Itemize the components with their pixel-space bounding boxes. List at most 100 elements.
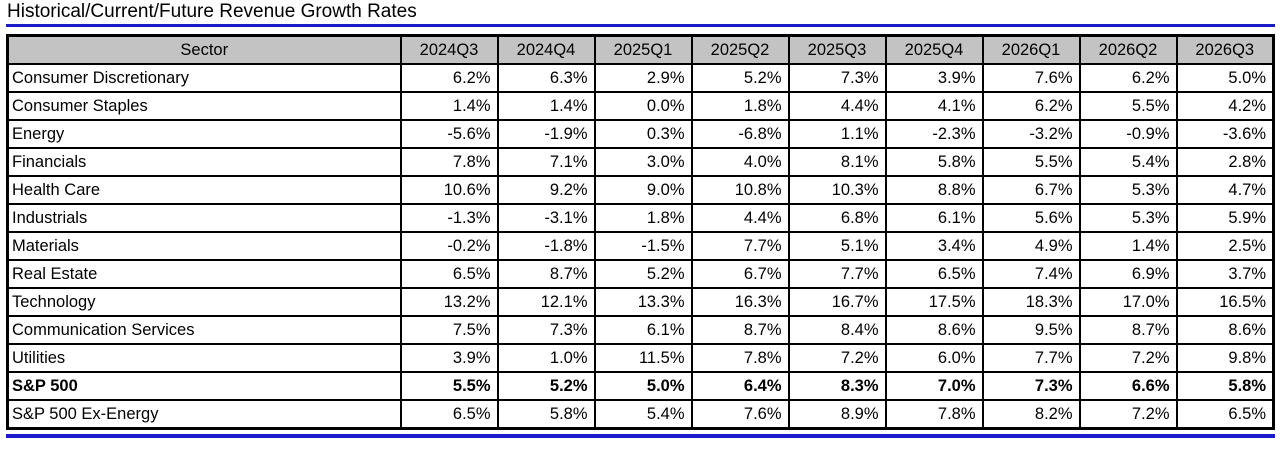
growth-value: -1.3% <box>399 203 499 233</box>
growth-value: 7.6% <box>690 399 790 430</box>
growth-value: 8.2% <box>981 399 1081 430</box>
growth-value: 1.8% <box>690 91 790 121</box>
growth-value: 5.3% <box>1078 203 1178 233</box>
growth-value: 2.8% <box>1175 147 1275 177</box>
sector-label: Real Estate <box>6 259 402 289</box>
growth-value: 11.5% <box>593 343 693 373</box>
growth-value: 18.3% <box>981 287 1081 317</box>
growth-value: 4.9% <box>981 231 1081 261</box>
growth-value: 5.8% <box>884 147 984 177</box>
column-header-2026q3: 2026Q3 <box>1175 34 1275 65</box>
sector-label: Utilities <box>6 343 402 373</box>
table-row: Financials 7.8% 7.1% 3.0% 4.0% 8.1% 5.8% 5.5% 5.… <box>6 147 1275 177</box>
growth-value: 6.3% <box>496 63 596 93</box>
growth-value: 5.0% <box>1175 63 1275 93</box>
growth-value: 7.8% <box>399 147 499 177</box>
growth-value: 5.8% <box>1175 371 1275 401</box>
growth-value: 13.3% <box>593 287 693 317</box>
growth-value: 1.8% <box>593 203 693 233</box>
growth-value: 6.0% <box>884 343 984 373</box>
growth-value: 8.9% <box>787 399 887 430</box>
growth-value: 2.9% <box>593 63 693 93</box>
growth-value: 4.4% <box>690 203 790 233</box>
sector-label: Consumer Staples <box>6 91 402 121</box>
growth-value: 1.1% <box>787 119 887 149</box>
growth-value: 1.4% <box>496 91 596 121</box>
growth-value: 7.4% <box>981 259 1081 289</box>
growth-value: 3.9% <box>399 343 499 373</box>
growth-value: 5.3% <box>1078 175 1178 205</box>
growth-value: 12.1% <box>496 287 596 317</box>
growth-value: 6.9% <box>1078 259 1178 289</box>
growth-value: 6.1% <box>593 315 693 345</box>
sector-label: Consumer Discretionary <box>6 63 402 93</box>
column-header-2026q1: 2026Q1 <box>981 34 1081 65</box>
growth-value: 7.3% <box>496 315 596 345</box>
growth-value: -6.8% <box>690 119 790 149</box>
growth-value: 16.7% <box>787 287 887 317</box>
column-header-2025q2: 2025Q2 <box>690 34 790 65</box>
growth-value: 5.8% <box>496 399 596 430</box>
growth-value: 4.2% <box>1175 91 1275 121</box>
growth-value: 7.7% <box>787 259 887 289</box>
growth-value: 3.0% <box>593 147 693 177</box>
growth-value: 4.1% <box>884 91 984 121</box>
page: Historical/Current/Future Revenue Growth… <box>6 1 1275 438</box>
growth-value: 5.2% <box>593 259 693 289</box>
growth-value: 7.2% <box>1078 399 1178 430</box>
growth-value: 5.0% <box>593 371 693 401</box>
growth-value: -3.2% <box>981 119 1081 149</box>
table-row: S&P 500 Ex-Energy 6.5% 5.8% 5.4% 7.6% 8.9% 7.8… <box>6 399 1275 430</box>
growth-value: 8.6% <box>1175 315 1275 345</box>
table-body: Consumer Discretionary 6.2% 6.3% 2.9% 5.2% 7.… <box>6 63 1275 430</box>
sector-label: Materials <box>6 231 402 261</box>
column-header-sector: Sector <box>6 34 402 65</box>
sector-label: S&P 500 Ex-Energy <box>6 399 402 430</box>
growth-value: 10.8% <box>690 175 790 205</box>
growth-value: 5.4% <box>593 399 693 430</box>
growth-value: 8.6% <box>884 315 984 345</box>
growth-value: 6.5% <box>884 259 984 289</box>
growth-value: 4.0% <box>690 147 790 177</box>
growth-value: 6.5% <box>399 259 499 289</box>
growth-value: -1.8% <box>496 231 596 261</box>
table-row: Health Care 10.6% 9.2% 9.0% 10.8% 10.3% 8.8% 6.… <box>6 175 1275 205</box>
table-row: Industrials -1.3% -3.1% 1.8% 4.4% 6.8% 6.1% 5.6… <box>6 203 1275 233</box>
growth-value: 8.8% <box>884 175 984 205</box>
growth-value: 6.2% <box>1078 63 1178 93</box>
growth-value: 6.2% <box>399 63 499 93</box>
growth-value: 5.1% <box>787 231 887 261</box>
table-row: Consumer Staples 1.4% 1.4% 0.0% 1.8% 4.4% 4.1%… <box>6 91 1275 121</box>
growth-value: 6.5% <box>399 399 499 430</box>
sector-label: Communication Services <box>6 315 402 345</box>
sector-label: Energy <box>6 119 402 149</box>
growth-value: 5.2% <box>690 63 790 93</box>
growth-value: 13.2% <box>399 287 499 317</box>
table-row: Technology 13.2% 12.1% 13.3% 16.3% 16.7% 17.5%… <box>6 287 1275 317</box>
growth-value: -0.2% <box>399 231 499 261</box>
growth-value: 7.7% <box>690 231 790 261</box>
growth-value: 8.3% <box>787 371 887 401</box>
growth-value: 17.0% <box>1078 287 1178 317</box>
growth-value: 5.6% <box>981 203 1081 233</box>
growth-value: -3.1% <box>496 203 596 233</box>
table-row: Consumer Discretionary 6.2% 6.3% 2.9% 5.2% 7.… <box>6 63 1275 93</box>
growth-value: 16.5% <box>1175 287 1275 317</box>
growth-value: 10.6% <box>399 175 499 205</box>
growth-value: 3.4% <box>884 231 984 261</box>
growth-value: 6.1% <box>884 203 984 233</box>
growth-value: 9.5% <box>981 315 1081 345</box>
table-row: Utilities 3.9% 1.0% 11.5% 7.8% 7.2% 6.0% 7.7% 7.… <box>6 343 1275 373</box>
column-header-2026q2: 2026Q2 <box>1078 34 1178 65</box>
growth-value: -0.9% <box>1078 119 1178 149</box>
growth-value: 7.6% <box>981 63 1081 93</box>
growth-value: 7.1% <box>496 147 596 177</box>
bottom-border-rule <box>6 434 1275 438</box>
growth-value: 16.3% <box>690 287 790 317</box>
growth-value: 1.4% <box>399 91 499 121</box>
growth-value: -1.5% <box>593 231 693 261</box>
column-header-2025q4: 2025Q4 <box>884 34 984 65</box>
sector-label: S&P 500 <box>6 371 402 401</box>
growth-value: 7.5% <box>399 315 499 345</box>
page-title: Historical/Current/Future Revenue Growth… <box>7 1 417 22</box>
